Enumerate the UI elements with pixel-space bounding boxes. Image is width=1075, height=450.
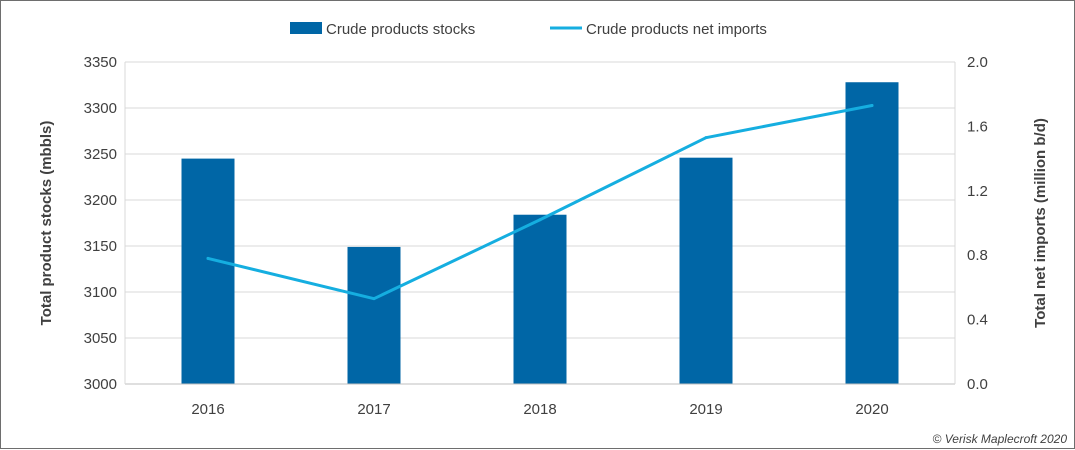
bar-2016 <box>181 158 235 384</box>
line-point-2016 <box>206 256 210 260</box>
legend-label-line: Crude products net imports <box>586 21 767 38</box>
right-tick-label: 2.0 <box>967 54 988 71</box>
bar-2017 <box>347 246 401 384</box>
left-axis-ticks: 3000 3050 3100 3150 3200 3250 3300 3350 <box>84 54 117 393</box>
credit-note: © Verisk Maplecroft 2020 <box>933 432 1068 446</box>
left-tick-label: 3100 <box>84 284 117 301</box>
legend-label-bar: Crude products stocks <box>326 21 475 38</box>
line-point-2019 <box>704 136 708 140</box>
bar-2020 <box>845 82 899 385</box>
left-tick-label: 3300 <box>84 100 117 117</box>
left-axis-title: Total product stocks (mbbls) <box>38 121 55 326</box>
left-tick-label: 3050 <box>84 330 117 347</box>
x-tick-label: 2016 <box>191 401 224 418</box>
left-tick-label: 3200 <box>84 192 117 209</box>
right-tick-label: 0.4 <box>967 312 988 329</box>
x-axis-ticks: 2016 2017 2018 2019 2020 <box>191 401 888 418</box>
left-tick-label: 3350 <box>84 54 117 71</box>
axes <box>124 62 956 385</box>
bar-series <box>181 82 899 385</box>
right-tick-label: 0.0 <box>967 376 988 393</box>
line-series <box>206 103 874 301</box>
bar-2018 <box>513 214 567 384</box>
x-tick-label: 2020 <box>855 401 888 418</box>
right-tick-label: 0.8 <box>967 247 988 264</box>
left-tick-label: 3250 <box>84 146 117 163</box>
legend: Crude products stocks Crude products net… <box>290 21 767 38</box>
line-point-2020 <box>870 103 874 107</box>
line-point-2017 <box>372 297 376 301</box>
right-axis-ticks: 0.0 0.4 0.8 1.2 1.6 2.0 <box>967 54 988 393</box>
left-tick-label: 3000 <box>84 376 117 393</box>
legend-swatch-bar <box>290 22 322 34</box>
x-tick-label: 2019 <box>689 401 722 418</box>
x-tick-label: 2017 <box>357 401 390 418</box>
left-tick-label: 3150 <box>84 238 117 255</box>
line-point-2018 <box>538 218 542 222</box>
right-tick-label: 1.2 <box>967 183 988 200</box>
bar-2019 <box>679 157 733 384</box>
x-tick-label: 2018 <box>523 401 556 418</box>
right-tick-label: 1.6 <box>967 118 988 135</box>
right-axis-title: Total net imports (million b/d) <box>1032 118 1049 328</box>
